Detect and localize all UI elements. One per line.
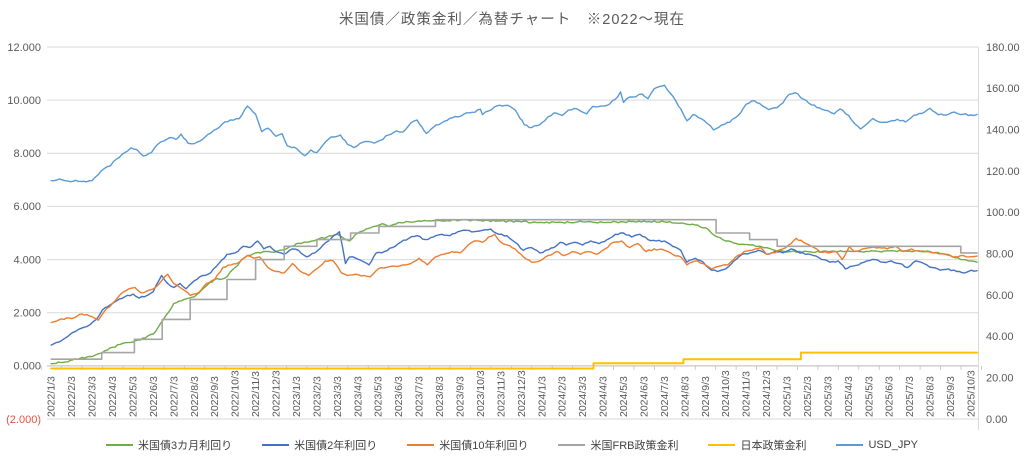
legend-item: 米国債2年利回り — [262, 437, 377, 453]
series-line-6 — [50, 84, 978, 183]
svg-text:2025/6/3: 2025/6/3 — [884, 376, 896, 417]
svg-text:2024/7/3: 2024/7/3 — [659, 376, 671, 417]
svg-text:2025/7/3: 2025/7/3 — [904, 376, 916, 417]
svg-text:2023/3/3: 2023/3/3 — [332, 376, 344, 417]
svg-text:2023/12/3: 2023/12/3 — [516, 370, 528, 417]
svg-text:2023/1/3: 2023/1/3 — [291, 376, 303, 417]
svg-text:2024/4/3: 2024/4/3 — [598, 376, 610, 417]
svg-text:2022/10/3: 2022/10/3 — [230, 370, 242, 417]
svg-text:2023/7/3: 2023/7/3 — [414, 376, 426, 417]
svg-text:2022/7/3: 2022/7/3 — [168, 376, 180, 417]
legend-label: 米国債2年利回り — [294, 440, 378, 452]
svg-text:2.000: 2.000 — [13, 308, 41, 320]
svg-text:2023/10/3: 2023/10/3 — [475, 370, 487, 417]
x-axis-labels: 2022/1/3 2022/2/3 2022/3/3 2022/4/3 2022/5/3… — [46, 370, 978, 417]
legend-label: 日本政策金利 — [740, 440, 807, 452]
svg-text:2022/4/3: 2022/4/3 — [107, 376, 119, 417]
legend-item: 日本政策金利 — [708, 437, 806, 453]
svg-text:2023/5/3: 2023/5/3 — [373, 376, 385, 417]
legend-marker — [262, 444, 290, 446]
svg-text:2025/2/3: 2025/2/3 — [802, 376, 814, 417]
svg-text:2025/3/3: 2025/3/3 — [822, 376, 834, 417]
svg-text:8.000: 8.000 — [13, 148, 41, 160]
legend-marker — [105, 444, 133, 446]
svg-text:2023/2/3: 2023/2/3 — [311, 376, 323, 417]
svg-text:2024/8/3: 2024/8/3 — [679, 376, 691, 417]
svg-text:2025/8/3: 2025/8/3 — [925, 376, 937, 417]
series-line-5 — [50, 351, 979, 370]
svg-text:2024/11/3: 2024/11/3 — [741, 371, 753, 417]
svg-text:2024/9/3: 2024/9/3 — [700, 376, 712, 417]
svg-text:2024/1/3: 2024/1/3 — [536, 376, 548, 417]
svg-text:80.00: 80.00 — [986, 248, 1014, 260]
svg-text:20.00: 20.00 — [986, 372, 1014, 384]
legend-item: 米国FRB政策金利 — [558, 437, 678, 453]
svg-text:180.00: 180.00 — [986, 42, 1020, 54]
svg-text:0.00: 0.00 — [986, 414, 1007, 426]
svg-text:2022/8/3: 2022/8/3 — [189, 376, 201, 417]
series-lines — [50, 84, 979, 370]
svg-text:2025/1/3: 2025/1/3 — [782, 376, 794, 417]
legend-marker — [558, 444, 586, 446]
svg-text:2025/4/3: 2025/4/3 — [843, 376, 855, 417]
legend-item: 米国債3カ月利回り — [105, 437, 233, 453]
right-axis-labels: 180.00 160.00 140.00 120.00 100.00 80.00 60.00… — [986, 42, 1020, 426]
svg-text:(2.000): (2.000) — [6, 414, 41, 426]
svg-text:2024/12/3: 2024/12/3 — [761, 370, 773, 417]
left-axis-labels: 12.000 10.000 8.000 6.000 4.000 2.000 0.000 (2.… — [6, 42, 41, 426]
svg-text:2022/1/3: 2022/1/3 — [46, 376, 58, 417]
svg-text:2025/5/3: 2025/5/3 — [863, 376, 875, 417]
svg-text:2024/3/3: 2024/3/3 — [577, 376, 589, 417]
legend-marker — [407, 444, 435, 446]
svg-text:2022/12/3: 2022/12/3 — [271, 370, 283, 417]
svg-text:2022/9/3: 2022/9/3 — [209, 376, 221, 417]
svg-text:60.00: 60.00 — [986, 290, 1014, 302]
legend-label: 米国FRB政策金利 — [590, 440, 679, 452]
svg-text:10.000: 10.000 — [7, 95, 41, 107]
legend-marker — [708, 444, 736, 446]
series-line-2 — [50, 228, 978, 346]
legend-marker — [836, 444, 864, 446]
svg-text:2022/3/3: 2022/3/3 — [87, 376, 99, 417]
svg-text:160.00: 160.00 — [986, 83, 1020, 95]
svg-text:2022/6/3: 2022/6/3 — [148, 376, 160, 417]
svg-text:2023/8/3: 2023/8/3 — [434, 376, 446, 417]
svg-text:2022/11/3: 2022/11/3 — [250, 371, 262, 417]
svg-text:100.00: 100.00 — [986, 207, 1020, 219]
svg-text:2024/10/3: 2024/10/3 — [720, 370, 732, 417]
plot-area: 12.000 10.000 8.000 6.000 4.000 2.000 0.000 (2.… — [6, 42, 1020, 430]
svg-text:2025/9/3: 2025/9/3 — [945, 376, 957, 417]
svg-text:120.00: 120.00 — [986, 166, 1020, 178]
svg-text:2024/5/3: 2024/5/3 — [618, 376, 630, 417]
svg-text:0.000: 0.000 — [13, 361, 41, 373]
svg-text:2023/11/3: 2023/11/3 — [495, 371, 507, 417]
svg-text:2023/9/3: 2023/9/3 — [455, 376, 467, 417]
series-line-3 — [50, 233, 978, 324]
svg-text:140.00: 140.00 — [986, 124, 1020, 136]
svg-text:2024/6/3: 2024/6/3 — [638, 376, 650, 417]
svg-text:6.000: 6.000 — [13, 201, 41, 213]
chart-title: 米国債／政策金利／為替チャート ※2022～現在 — [338, 12, 686, 28]
svg-text:2025/10/3: 2025/10/3 — [966, 370, 978, 417]
svg-text:4.000: 4.000 — [13, 254, 41, 266]
legend-label: 米国債10年利回り — [439, 440, 529, 452]
svg-text:12.000: 12.000 — [7, 42, 41, 54]
legend-label: USD_JPY — [868, 439, 919, 451]
svg-text:2022/2/3: 2022/2/3 — [66, 376, 78, 417]
svg-text:40.00: 40.00 — [986, 331, 1014, 343]
legend-item: 米国債10年利回り — [407, 437, 528, 453]
svg-text:2024/2/3: 2024/2/3 — [557, 376, 569, 417]
series-line-4 — [50, 218, 978, 360]
svg-text:2023/4/3: 2023/4/3 — [352, 376, 364, 417]
gridlines — [47, 46, 978, 420]
legend-item: USD_JPY — [836, 439, 918, 451]
legend-label: 米国債3カ月利回り — [137, 440, 233, 452]
legend: 米国債3カ月利回り 米国債2年利回り 米国債10年利回り 米国FRB政策金利 日本政策金… — [0, 437, 1024, 453]
svg-text:2022/5/3: 2022/5/3 — [127, 376, 139, 417]
svg-text:2023/6/3: 2023/6/3 — [393, 376, 405, 417]
